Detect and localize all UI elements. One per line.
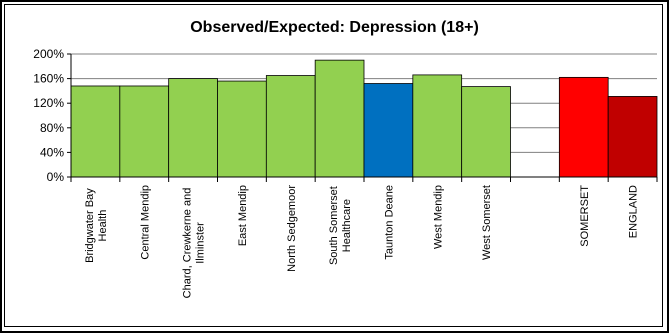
x-tick-label-line: South Somerset: [328, 186, 340, 265]
bar: [461, 86, 511, 178]
bar: [265, 75, 316, 178]
x-tick-label: Central Mendip: [139, 185, 151, 260]
x-tick-label-line: SOMERSET: [579, 185, 591, 247]
x-tick-label-line: ENGLAND: [628, 185, 640, 238]
chart-inner-frame: [4, 4, 663, 327]
x-tick-label: Taunton Deane: [383, 185, 395, 260]
x-tick-label-line: Taunton Deane: [383, 185, 395, 260]
y-tick-label: 80%: [40, 121, 64, 135]
x-tick-label-line: Bridgwater Bay: [84, 188, 96, 263]
x-tick-label: East Mendip: [237, 185, 249, 246]
x-tick-label-line: Health: [97, 210, 109, 242]
y-tick-label: 40%: [40, 145, 64, 159]
y-tick-label: 200%: [33, 47, 64, 61]
bar: [558, 76, 609, 178]
x-tick-label-line: Central Mendip: [139, 185, 151, 260]
x-tick-label: ENGLAND: [628, 185, 640, 238]
x-tick-label: Bridgwater Bay Health: [84, 188, 109, 263]
bar: [607, 96, 658, 178]
x-tick-label-line: Chard, Crewkerne and: [182, 188, 194, 299]
x-tick-label-line: Ilminster: [195, 222, 207, 264]
x-tick-label: North Sedgemoor: [286, 185, 298, 272]
x-tick-label: Chard, Crewkerne and Ilminster: [182, 188, 207, 299]
x-tick-label: West Mendip: [432, 185, 444, 249]
x-tick-label: SOMERSET: [579, 185, 591, 247]
bar: [168, 78, 218, 178]
bar: [119, 85, 170, 178]
x-tick-label-line: North Sedgemoor: [286, 185, 298, 272]
x-tick-label-line: Healthcare: [341, 199, 353, 252]
x-tick-label-line: West Somerset: [481, 185, 493, 260]
y-tick-label: 0%: [47, 170, 65, 184]
x-tick-label-line: West Mendip: [432, 185, 444, 249]
x-tick-label: South Somerset Healthcare: [328, 186, 353, 265]
bar: [217, 80, 267, 178]
chart-title: Observed/Expected: Depression (18+): [190, 19, 479, 36]
bar: [363, 83, 414, 178]
y-tick-label: 160%: [33, 72, 64, 86]
bar: [412, 74, 463, 178]
x-tick-label: West Somerset: [481, 185, 493, 260]
y-tick-label: 120%: [33, 96, 64, 110]
bar: [314, 59, 365, 178]
x-tick-label-line: East Mendip: [237, 185, 249, 246]
bar: [70, 85, 121, 178]
